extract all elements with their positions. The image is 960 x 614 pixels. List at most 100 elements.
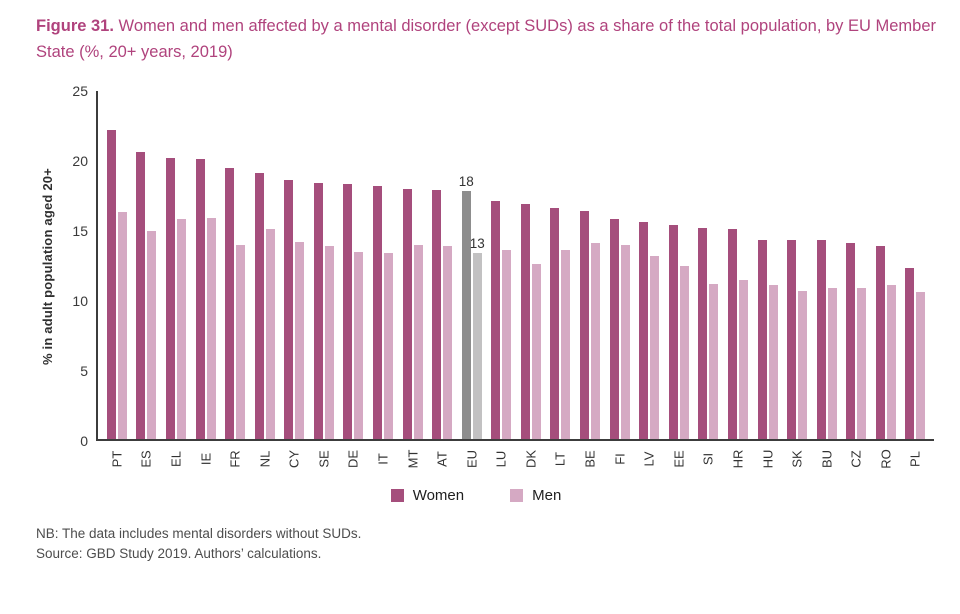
bar-group-fi: FI: [605, 91, 635, 465]
bar-group-cz: CZ: [841, 91, 871, 468]
bar-group-dk: DK: [516, 91, 546, 468]
bar-women-mt: [402, 188, 412, 440]
y-tick-label-10: 10: [72, 293, 88, 310]
bar-men-ro: [886, 285, 896, 440]
x-axis-label-it: IT: [375, 453, 391, 465]
bar-men-el: [176, 219, 186, 440]
bar-women-lu: [491, 201, 501, 440]
figure-title-prefix: Figure 31.: [36, 17, 114, 35]
bar-men-sk: [798, 290, 808, 440]
bar-women-sk: [787, 240, 797, 440]
bar-men-dk: [531, 264, 541, 440]
figure-title: Figure 31. Women and men affected by a m…: [36, 14, 936, 65]
footnotes: NB: The data includes mental disorders w…: [36, 524, 960, 565]
bar-group-at: AT: [427, 91, 457, 467]
legend-item-women: Women: [390, 487, 464, 504]
bar-men-ie: [206, 217, 216, 440]
y-axis-title-column: % in adult population aged 20+: [34, 91, 60, 441]
x-axis-label-bu: BU: [819, 450, 835, 469]
bar-men-mt: [413, 244, 423, 440]
bar-men-eu: 13: [470, 236, 485, 440]
x-axis-label-fr: FR: [227, 450, 243, 468]
x-axis-label-nl: NL: [257, 450, 273, 468]
bar-women-el: [165, 157, 175, 440]
bar-group-hr: HR: [723, 91, 753, 469]
bar-women-hu: [757, 240, 767, 440]
x-axis-label-pt: PT: [109, 450, 125, 468]
bar-group-ee: EE: [664, 91, 694, 468]
x-axis-label-el: EL: [168, 451, 184, 468]
bar-women-ro: [875, 245, 885, 440]
bar-value-label-men-eu: 13: [469, 235, 485, 251]
y-tick-label-20: 20: [72, 153, 88, 170]
x-axis-label-mt: MT: [405, 449, 421, 469]
bar-group-cy: CY: [279, 91, 309, 468]
bar-men-fr: [236, 244, 246, 440]
bar-women-hr: [727, 229, 737, 440]
bar-men-bu: [827, 287, 837, 440]
x-axis-label-se: SE: [316, 450, 332, 468]
bar-men-at: [443, 245, 453, 440]
x-axis-label-lt: LT: [552, 452, 568, 467]
bar-group-lu: LU: [487, 91, 517, 467]
x-axis-label-be: BE: [582, 450, 598, 468]
bar-group-ie: IE: [191, 91, 221, 465]
bar-men-pl: [916, 292, 926, 440]
y-axis-ticks: 0 5 10 15 20 25: [60, 83, 96, 449]
bar-group-es: ES: [132, 91, 162, 468]
bar-men-cy: [295, 241, 305, 440]
legend: Women Men: [96, 487, 856, 504]
bar-men-pt: [117, 212, 127, 440]
bar-men-cz: [857, 287, 867, 440]
x-axis-label-dk: DK: [523, 450, 539, 469]
bar-men-de: [354, 251, 364, 440]
x-axis-label-es: ES: [138, 450, 154, 468]
x-axis-label-pl: PL: [907, 451, 923, 468]
bar-men-it: [383, 252, 393, 440]
bar-men-ee: [679, 265, 689, 440]
note-nb: NB: The data includes mental disorders w…: [36, 526, 362, 542]
bar-women-ee: [668, 224, 678, 440]
x-axis-label-hu: HU: [760, 449, 775, 469]
bar-men-be: [591, 243, 601, 440]
bar-group-mt: MT: [398, 91, 428, 469]
bar-women-nl: [254, 173, 264, 440]
figure-title-text: Women and men affected by a mental disor…: [36, 17, 937, 61]
x-axis-label-eu: EU: [464, 450, 480, 469]
bar-women-at: [432, 189, 442, 440]
bar-value-label-women-eu: 18: [458, 174, 474, 190]
bar-women-de: [343, 184, 353, 440]
y-tick-label-5: 5: [80, 363, 88, 380]
y-tick-label-0: 0: [80, 433, 88, 450]
bar-men-lt: [561, 250, 571, 440]
note-source: Source: GBD Study 2019. Authors’ calcula…: [36, 546, 322, 562]
bar-group-pl: PL: [901, 91, 931, 467]
x-axis-label-de: DE: [345, 450, 361, 469]
bar-group-lt: LT: [546, 91, 576, 466]
y-axis-title: % in adult population aged 20+: [39, 167, 55, 365]
bar-group-si: SI: [694, 91, 724, 465]
bar-women-fr: [225, 167, 235, 440]
bar-group-se: SE: [309, 91, 339, 468]
bar-group-ro: RO: [871, 91, 901, 469]
bar-group-pt: PT: [102, 91, 132, 467]
x-axis-label-cy: CY: [286, 450, 302, 469]
bar-group-lv: LV: [634, 91, 664, 467]
bar-group-fr: FR: [220, 91, 250, 468]
bar-group-bu: BU: [812, 91, 842, 468]
bar-group-hu: HU: [753, 91, 783, 469]
bar-women-dk: [520, 203, 530, 440]
x-axis-label-ee: EE: [671, 450, 687, 468]
bar-group-el: EL: [161, 91, 191, 467]
bar-men-lv: [650, 255, 660, 440]
x-axis-label-hr: HR: [730, 449, 746, 469]
bar-group-sk: SK: [782, 91, 812, 468]
figure-page: Figure 31. Women and men affected by a m…: [0, 14, 960, 614]
x-axis-label-cz: CZ: [848, 450, 864, 468]
bar-group-de: DE: [339, 91, 369, 468]
bar-women-eu: 18: [459, 174, 474, 440]
bar-women-cz: [846, 243, 856, 440]
bar-women-lt: [550, 208, 560, 440]
bar-women-ie: [195, 159, 205, 440]
bar-group-eu: 18 13 EU: [457, 91, 487, 468]
